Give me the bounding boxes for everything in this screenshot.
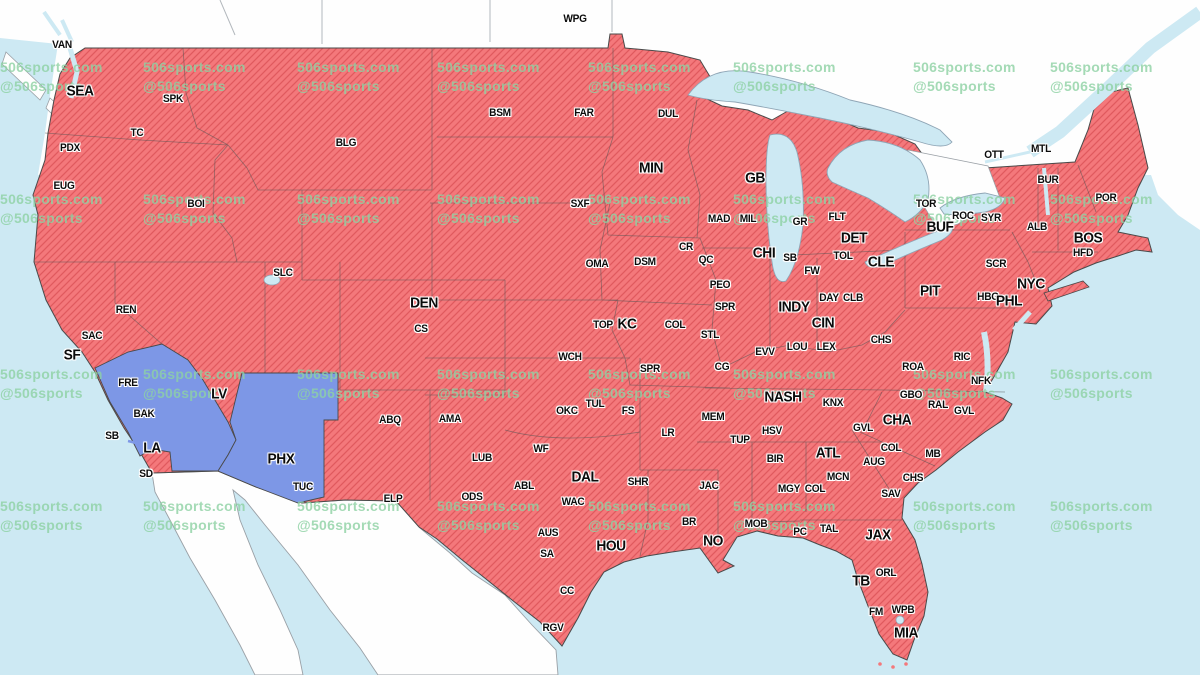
secondary-region-arizona xyxy=(217,372,339,504)
florida-keys xyxy=(878,662,882,666)
great-salt-lake xyxy=(263,274,281,286)
lake-champlain xyxy=(1042,167,1050,216)
lake-michigan xyxy=(765,133,804,283)
lake-erie xyxy=(864,225,953,268)
secondary-coverage-region xyxy=(94,343,339,504)
bc-inlet-streaks xyxy=(42,10,74,43)
lake-okeechobee xyxy=(895,615,905,625)
canada-maritimes-land xyxy=(1150,172,1200,230)
channel-islands xyxy=(127,439,156,454)
vancouver-island xyxy=(1,51,47,101)
chesapeake-bay xyxy=(981,331,991,393)
lake-huron xyxy=(826,139,930,223)
florida-keys xyxy=(904,662,908,666)
lake-ontario xyxy=(939,192,1006,216)
long-island xyxy=(1043,280,1090,302)
delaware-bay xyxy=(1012,310,1032,332)
canada-province-borders xyxy=(219,0,613,44)
puget-sound-water xyxy=(67,47,80,99)
ottawa-river xyxy=(984,130,1061,164)
florida-keys xyxy=(891,665,895,669)
lake-superior xyxy=(687,70,953,147)
state-borders xyxy=(34,47,1098,557)
great-lakes xyxy=(687,70,1006,283)
